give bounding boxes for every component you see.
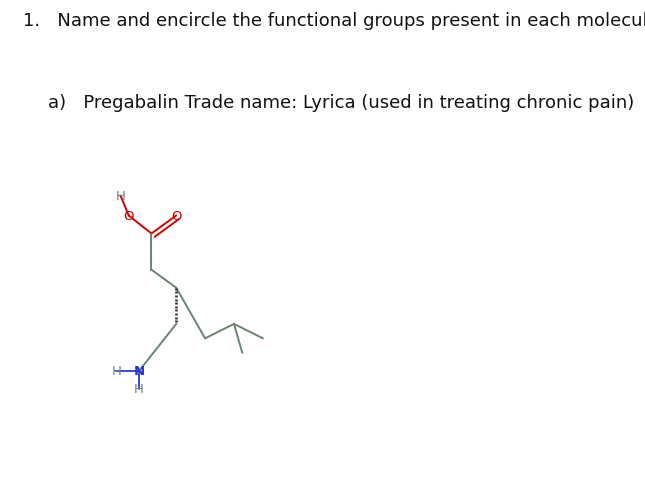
Text: H: H bbox=[134, 383, 144, 396]
Text: N: N bbox=[134, 365, 144, 378]
Text: O: O bbox=[171, 209, 181, 222]
Text: H: H bbox=[115, 190, 125, 203]
Text: a)   Pregabalin Trade name: Lyrica (used in treating chronic pain): a) Pregabalin Trade name: Lyrica (used i… bbox=[48, 94, 635, 112]
Text: H: H bbox=[112, 365, 121, 378]
Text: O: O bbox=[123, 209, 134, 222]
Text: 1.   Name and encircle the functional groups present in each molecule.: 1. Name and encircle the functional grou… bbox=[23, 12, 645, 30]
